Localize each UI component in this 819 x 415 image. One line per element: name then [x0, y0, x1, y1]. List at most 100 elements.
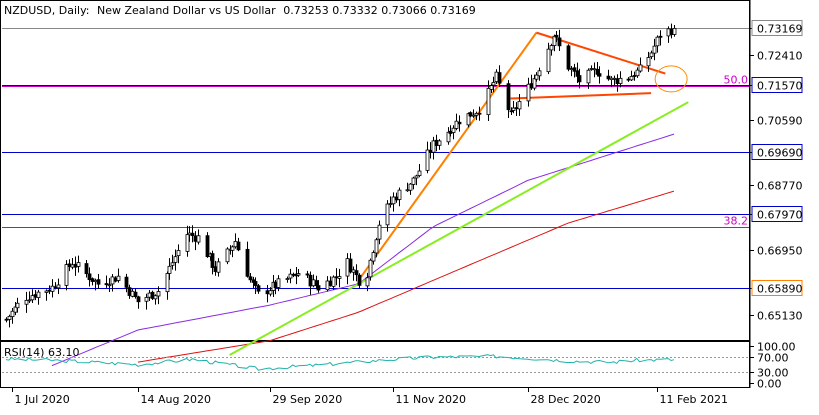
candle-body-159	[638, 64, 643, 72]
low-value: 0.73066	[381, 4, 427, 17]
close-value: 0.73169	[430, 4, 476, 17]
candle-body-106	[428, 149, 433, 153]
candle-body-0	[4, 318, 9, 321]
candle-body-44	[176, 250, 181, 257]
candle-body-77	[311, 279, 316, 287]
candle-body-119	[477, 112, 482, 115]
candle-body-136	[549, 45, 554, 51]
candle-body-42	[170, 262, 175, 266]
rsi-line	[5, 354, 675, 371]
candle-body-149	[597, 73, 602, 77]
candle-body-41	[167, 265, 172, 274]
candle-body-115	[466, 113, 471, 126]
candle-body-53	[213, 266, 218, 272]
candle-body-78	[314, 280, 319, 287]
candle-body-66	[268, 290, 273, 295]
candle-body-135	[546, 48, 551, 73]
candle-body-84	[337, 276, 342, 279]
price-label-6: 0.67970	[757, 209, 803, 222]
fib-label-1: 38.2	[724, 215, 749, 228]
candle-body-155	[626, 78, 631, 81]
candle-body-21	[87, 273, 92, 281]
candlesticks	[4, 23, 677, 328]
candle-body-15	[64, 264, 69, 286]
rsi-axis-label-0: 100.00	[757, 341, 796, 354]
candle-body-38	[153, 295, 158, 300]
date-label-0: 1 Jul 2020	[15, 393, 70, 406]
candle-body-164	[658, 35, 663, 38]
candle-body-4	[15, 302, 20, 309]
candle-body-154	[618, 77, 623, 84]
candle-body-163	[655, 36, 660, 47]
candle-body-101	[408, 183, 413, 191]
candle-body-152	[612, 77, 617, 80]
price-label-9: 0.65130	[757, 310, 803, 323]
price-label-4: 0.69690	[757, 147, 803, 160]
price-label-2: 0.71570	[757, 80, 803, 93]
candle-body-161	[649, 52, 654, 58]
candle-body-65	[265, 290, 270, 295]
candle-body-92	[371, 252, 376, 262]
breakout-ellipse	[654, 65, 688, 93]
rsi-label: RSI(14) 63.10	[4, 346, 79, 359]
candle-body-127	[511, 107, 516, 111]
candle-body-68	[273, 281, 278, 289]
candle-body-17	[70, 264, 75, 268]
candle-body-133	[534, 74, 539, 80]
candle-body-142	[572, 67, 577, 72]
triangle-lower	[510, 92, 652, 100]
candle-body-124	[497, 72, 502, 84]
horizontal-levels: 50.0 38.2	[2, 28, 749, 289]
candle-body-120	[486, 87, 491, 116]
candle-body-79	[316, 285, 321, 291]
candle-body-28	[113, 277, 118, 282]
candle-body-87	[351, 269, 356, 273]
candle-body-12	[50, 285, 55, 292]
candle-body-121	[489, 85, 494, 90]
candle-body-50	[205, 235, 210, 258]
candle-body-63	[253, 281, 258, 286]
price-tag-box-2	[751, 77, 803, 93]
candle-body-125	[506, 83, 511, 111]
candle-body-7	[30, 295, 35, 301]
candle-body-23	[93, 280, 98, 282]
candle-body-94	[377, 224, 382, 240]
candle-body-22	[90, 278, 95, 282]
open-value: 0.73253	[283, 4, 329, 17]
candle-body-112	[451, 127, 456, 133]
price-tag-box-0	[751, 20, 803, 36]
candle-body-130	[526, 83, 531, 102]
candle-body-113	[454, 120, 459, 129]
candle-body-14	[56, 284, 61, 289]
price-label-5: 0.68770	[757, 180, 803, 193]
candle-body-150	[606, 75, 611, 80]
time-axis: 1 Jul 2020 14 Aug 2020 29 Sep 2020 11 Nov 2…	[12, 388, 728, 406]
candle-body-88	[354, 270, 359, 276]
candle-body-20	[84, 263, 89, 275]
candle-body-58	[233, 241, 238, 248]
candle-body-31	[127, 287, 132, 296]
candle-body-123	[494, 71, 499, 82]
candle-body-118	[474, 112, 479, 116]
candle-body-48	[193, 235, 198, 242]
candle-body-82	[331, 276, 336, 287]
candle-body-30	[124, 276, 129, 288]
support-line	[357, 32, 538, 281]
candle-body-39	[156, 291, 161, 297]
candle-body-5	[24, 299, 29, 305]
candle-body-80	[325, 280, 330, 291]
candle-body-134	[537, 70, 542, 77]
candle-body-46	[187, 232, 192, 236]
rsi-axis-label-1: 70.00	[757, 352, 789, 365]
candle-body-72	[291, 273, 296, 276]
candle-body-85	[345, 258, 350, 277]
candle-body-83	[334, 276, 339, 279]
candle-body-27	[110, 276, 115, 285]
description-label: New Zealand Dollar vs US Dollar	[97, 4, 276, 17]
candle-body-151	[609, 77, 614, 81]
candle-body-103	[414, 175, 419, 179]
candle-body-117	[471, 114, 476, 117]
date-label-5: 11 Feb 2021	[660, 393, 728, 406]
